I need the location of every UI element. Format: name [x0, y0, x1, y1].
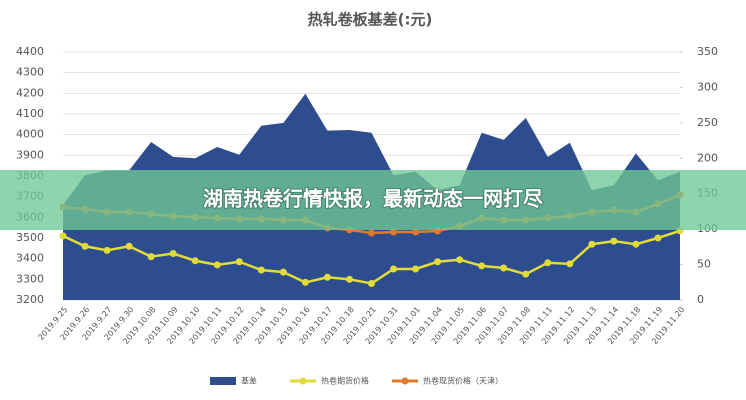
y-tick-label: 4100: [16, 107, 44, 120]
y2-tick-label: 250: [697, 116, 718, 129]
y2-tick-label: 50: [697, 258, 711, 271]
marker: [632, 240, 640, 248]
marker: [368, 229, 375, 237]
marker: [301, 278, 309, 286]
marker: [81, 242, 89, 250]
y-tick-label: 4300: [16, 66, 44, 79]
legend-swatch: [210, 377, 236, 385]
chart-title: 热轧卷板基差(:元): [308, 11, 433, 29]
legend-swatch: [299, 377, 307, 385]
marker: [390, 265, 398, 273]
legend-swatch: [401, 377, 409, 385]
y2-tick-label: 300: [697, 80, 718, 93]
y-tick-label: 3400: [16, 252, 44, 265]
legend-label: 基差: [241, 376, 257, 386]
marker: [213, 261, 221, 269]
marker: [434, 258, 442, 266]
marker: [103, 246, 111, 254]
y2-tick-label: 350: [697, 45, 718, 58]
y2-tick-label: 200: [697, 151, 718, 164]
marker: [412, 265, 420, 273]
marker: [235, 258, 243, 266]
legend-label: 热卷期货价格: [321, 376, 369, 386]
marker: [191, 257, 199, 265]
banner: [0, 170, 746, 230]
y-tick-label: 4000: [16, 128, 44, 141]
marker: [610, 237, 618, 245]
marker: [390, 228, 398, 236]
y-tick-label: 4200: [16, 86, 44, 99]
marker: [544, 259, 552, 267]
y-tick-label: 3500: [16, 231, 44, 244]
marker: [125, 242, 133, 250]
y-tick-label: 4400: [16, 45, 44, 58]
y2-tick-label: 0: [697, 293, 704, 306]
marker: [412, 228, 420, 236]
marker: [59, 232, 67, 240]
marker: [588, 240, 596, 248]
legend-label: 热卷现货价格（天津）: [423, 376, 503, 386]
marker: [522, 270, 530, 278]
marker: [345, 275, 353, 283]
marker: [368, 279, 375, 287]
marker: [566, 260, 574, 268]
y-tick-label: 3300: [16, 272, 44, 285]
marker: [456, 256, 464, 264]
y-tick-label: 3900: [16, 148, 44, 161]
marker: [169, 250, 177, 257]
marker: [279, 268, 287, 276]
banner-text: 湖南热卷行情快报，最新动态一网打尽: [203, 187, 544, 211]
marker: [478, 262, 486, 270]
marker: [323, 273, 331, 281]
marker: [500, 264, 508, 272]
marker: [147, 253, 155, 261]
marker: [654, 234, 662, 242]
marker: [257, 266, 265, 274]
y-tick-label: 3200: [16, 293, 44, 306]
